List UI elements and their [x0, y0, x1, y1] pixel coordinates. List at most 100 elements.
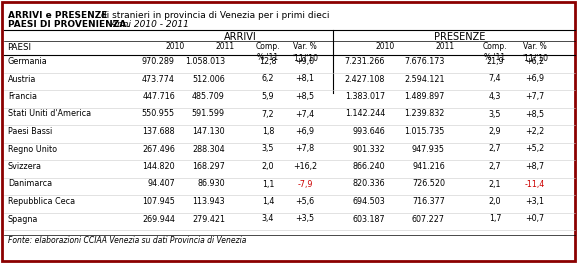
Text: 1,4: 1,4 — [262, 197, 274, 206]
Text: 3,4: 3,4 — [262, 215, 274, 224]
Text: 1.142.244: 1.142.244 — [344, 109, 385, 119]
Text: 94.407: 94.407 — [147, 180, 175, 189]
Text: Svizzera: Svizzera — [8, 162, 42, 171]
Text: 820.336: 820.336 — [353, 180, 385, 189]
Text: 2.427.108: 2.427.108 — [344, 74, 385, 83]
Text: 1,8: 1,8 — [262, 127, 274, 136]
FancyBboxPatch shape — [2, 2, 575, 261]
Text: Paesi Bassi: Paesi Bassi — [8, 127, 53, 136]
Text: +7,4: +7,4 — [295, 109, 314, 119]
Text: 607.227: 607.227 — [412, 215, 445, 224]
Text: +7,7: +7,7 — [526, 92, 545, 101]
Text: 1,7: 1,7 — [489, 215, 501, 224]
Text: PAESI: PAESI — [7, 43, 31, 52]
Text: 447.716: 447.716 — [143, 92, 175, 101]
Text: 1,1: 1,1 — [262, 180, 274, 189]
Text: 3,5: 3,5 — [262, 144, 274, 154]
Text: +8,5: +8,5 — [526, 109, 545, 119]
Text: 591.599: 591.599 — [192, 109, 225, 119]
Text: 485.709: 485.709 — [192, 92, 225, 101]
Text: 7,2: 7,2 — [262, 109, 274, 119]
Text: 113.943: 113.943 — [192, 197, 225, 206]
Text: 2010: 2010 — [166, 42, 185, 51]
Text: -7,9: -7,9 — [297, 180, 313, 189]
Text: 2,7: 2,7 — [489, 144, 501, 154]
Text: +16,2: +16,2 — [293, 162, 317, 171]
Text: 1.058.013: 1.058.013 — [185, 57, 225, 66]
Text: di stranieri in provincia di Venezia per i primi dieci: di stranieri in provincia di Venezia per… — [98, 11, 329, 20]
Text: Repubblica Ceca: Repubblica Ceca — [8, 197, 75, 206]
Text: +3,1: +3,1 — [526, 197, 545, 206]
Text: Comp.
% '11: Comp. % '11 — [256, 42, 280, 62]
Text: 2011: 2011 — [215, 42, 235, 51]
Text: +8,5: +8,5 — [295, 92, 314, 101]
Text: 1.489.897: 1.489.897 — [404, 92, 445, 101]
Text: 603.187: 603.187 — [353, 215, 385, 224]
Text: 7.231.266: 7.231.266 — [344, 57, 385, 66]
Text: +6,9: +6,9 — [295, 127, 314, 136]
Text: Var. %
'11/'10: Var. % '11/'10 — [292, 42, 318, 62]
Text: Regno Unito: Regno Unito — [8, 144, 57, 154]
Text: 866.240: 866.240 — [353, 162, 385, 171]
Text: 4,3: 4,3 — [489, 92, 501, 101]
Text: +2,2: +2,2 — [526, 127, 545, 136]
Text: 21,9: 21,9 — [486, 57, 504, 66]
Text: Germania: Germania — [8, 57, 48, 66]
Text: 1.383.017: 1.383.017 — [345, 92, 385, 101]
Text: PRESENZE: PRESENZE — [434, 32, 486, 42]
Text: 107.945: 107.945 — [142, 197, 175, 206]
Text: Stati Uniti d'America: Stati Uniti d'America — [8, 109, 91, 119]
Text: 941.216: 941.216 — [412, 162, 445, 171]
Text: +7,8: +7,8 — [295, 144, 314, 154]
Text: +5,2: +5,2 — [526, 144, 545, 154]
Text: Danimarca: Danimarca — [8, 180, 52, 189]
Text: +8,7: +8,7 — [526, 162, 545, 171]
Text: Austria: Austria — [8, 74, 36, 83]
Text: 512.006: 512.006 — [192, 74, 225, 83]
Text: -11,4: -11,4 — [525, 180, 545, 189]
Text: 726.520: 726.520 — [412, 180, 445, 189]
Text: 2011: 2011 — [436, 42, 455, 51]
Text: 993.646: 993.646 — [352, 127, 385, 136]
Text: Spagna: Spagna — [8, 215, 39, 224]
Text: 267.496: 267.496 — [142, 144, 175, 154]
Text: 716.377: 716.377 — [412, 197, 445, 206]
Text: PAESI DI PROVENIENZA.: PAESI DI PROVENIENZA. — [8, 20, 130, 29]
Text: 6,2: 6,2 — [262, 74, 274, 83]
Text: 137.688: 137.688 — [143, 127, 175, 136]
Text: 473.774: 473.774 — [142, 74, 175, 83]
Text: Comp.
% '11: Comp. % '11 — [483, 42, 507, 62]
Text: +9,0: +9,0 — [295, 57, 314, 66]
Text: 1.015.735: 1.015.735 — [404, 127, 445, 136]
Text: 279.421: 279.421 — [192, 215, 225, 224]
Text: 2010: 2010 — [376, 42, 395, 51]
Text: 144.820: 144.820 — [143, 162, 175, 171]
Text: 550.955: 550.955 — [142, 109, 175, 119]
Text: 947.935: 947.935 — [412, 144, 445, 154]
Text: 2,0: 2,0 — [262, 162, 274, 171]
Text: 2.594.121: 2.594.121 — [404, 74, 445, 83]
Text: 147.130: 147.130 — [192, 127, 225, 136]
Text: Francia: Francia — [8, 92, 37, 101]
Text: ARRIVI: ARRIVI — [224, 32, 256, 42]
Text: 7.676.173: 7.676.173 — [404, 57, 445, 66]
Text: 5,9: 5,9 — [262, 92, 274, 101]
Text: 1.239.832: 1.239.832 — [404, 109, 445, 119]
Text: 168.297: 168.297 — [192, 162, 225, 171]
Text: 901.332: 901.332 — [352, 144, 385, 154]
Text: Fonte: elaborazioni CCIAA Venezia su dati Provincia di Venezia: Fonte: elaborazioni CCIAA Venezia su dat… — [8, 236, 246, 245]
Text: 12,8: 12,8 — [259, 57, 277, 66]
Text: 269.944: 269.944 — [142, 215, 175, 224]
Text: 86.930: 86.930 — [197, 180, 225, 189]
Text: +3,5: +3,5 — [295, 215, 314, 224]
Text: +6,9: +6,9 — [526, 74, 545, 83]
Text: Var. %
'11/'10: Var. % '11/'10 — [522, 42, 548, 62]
Text: ARRIVI e PRESENZE: ARRIVI e PRESENZE — [8, 11, 107, 20]
Text: 288.304: 288.304 — [192, 144, 225, 154]
Text: +0,7: +0,7 — [526, 215, 545, 224]
Text: 7,4: 7,4 — [489, 74, 501, 83]
Text: 2,7: 2,7 — [489, 162, 501, 171]
Text: +8,1: +8,1 — [295, 74, 314, 83]
Text: 3,5: 3,5 — [489, 109, 501, 119]
Text: 2,1: 2,1 — [489, 180, 501, 189]
